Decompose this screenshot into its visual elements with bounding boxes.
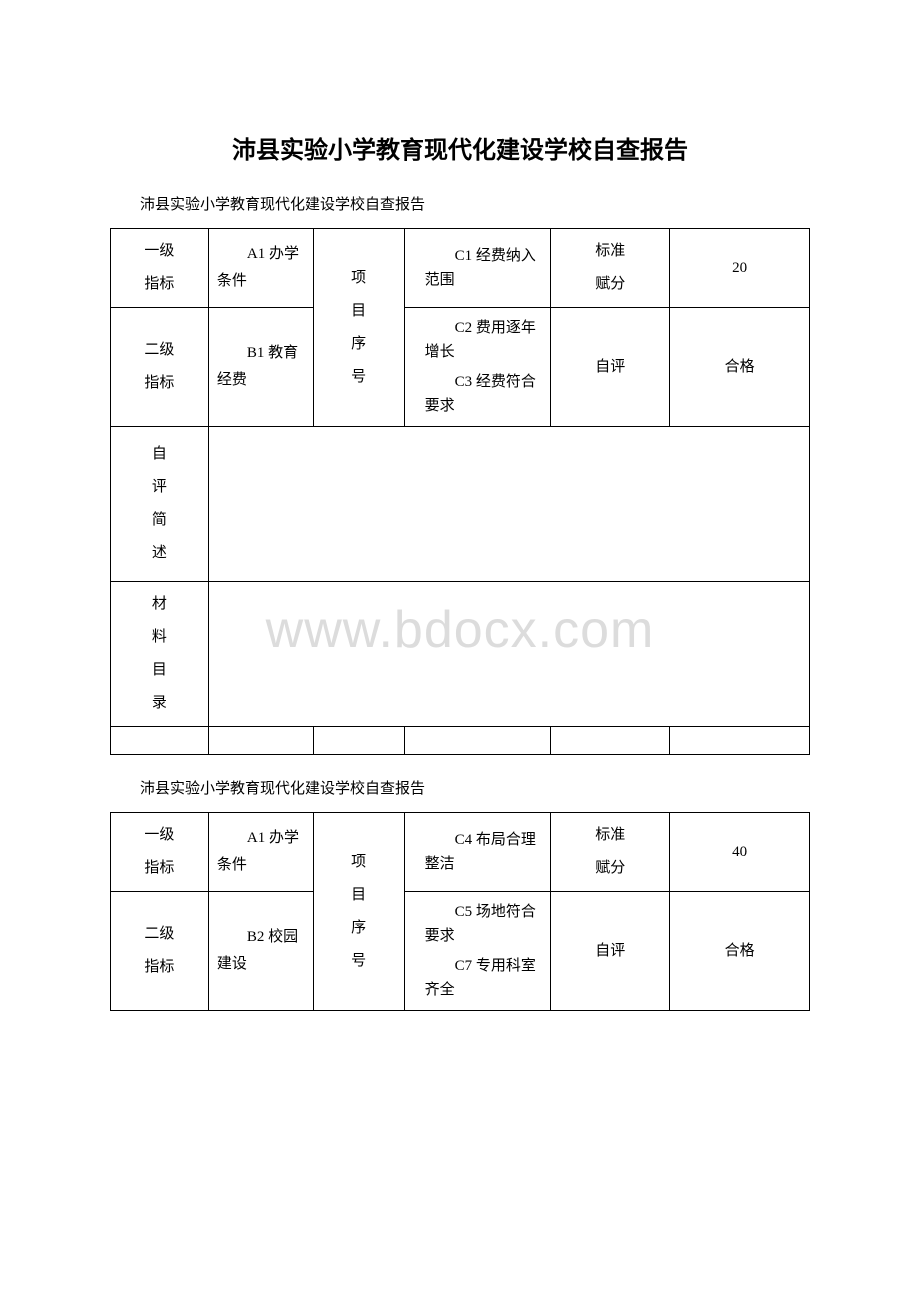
table-row: 自 评 简 述 bbox=[111, 427, 810, 582]
cell-eval-val: 合格 bbox=[670, 308, 810, 427]
table-2: 一级 指标 A1 办学条件 项 目 序 号 C4 布局合理整洁 标准 赋分 40… bbox=[110, 812, 810, 1011]
cell-b2: B2 校园建设 bbox=[208, 892, 313, 1011]
cell-c2c3: C2 费用逐年增长 C3 经费符合要求 bbox=[404, 308, 551, 427]
table-row bbox=[111, 727, 810, 755]
cell-empty bbox=[670, 727, 810, 755]
cell-empty bbox=[551, 727, 670, 755]
table-row: 二级 指标 B2 校园建设 C5 场地符合要求 C7 专用科室齐全 自评 合格 bbox=[111, 892, 810, 1011]
table-row: 一级 指标 A1 办学条件 项 目 序 号 C4 布局合理整洁 标准 赋分 40 bbox=[111, 813, 810, 892]
table-1: 一级 指标 A1 办学条件 项 目 序 号 C1 经费纳入范围 标准 赋分 20… bbox=[110, 228, 810, 755]
cell-b1: B1 教育经费 bbox=[208, 308, 313, 427]
cell-l1-label: 一级 指标 bbox=[111, 229, 209, 308]
cell-std-label: 标准 赋分 bbox=[551, 229, 670, 308]
cell-std-label-2: 标准 赋分 bbox=[551, 813, 670, 892]
cell-c5c7: C5 场地符合要求 C7 专用科室齐全 bbox=[404, 892, 551, 1011]
cell-l2-label: 二级 指标 bbox=[111, 308, 209, 427]
cell-empty bbox=[404, 727, 551, 755]
section2-subtitle: 沛县实验小学教育现代化建设学校自查报告 bbox=[110, 777, 810, 798]
cell-eval-val-2: 合格 bbox=[670, 892, 810, 1011]
cell-l1-label-2: 一级 指标 bbox=[111, 813, 209, 892]
cell-eval-label: 自评 bbox=[551, 308, 670, 427]
cell-a1-2: A1 办学条件 bbox=[208, 813, 313, 892]
cell-mid-col: 项 目 序 号 bbox=[313, 229, 404, 427]
cell-empty bbox=[313, 727, 404, 755]
cell-c1: C1 经费纳入范围 bbox=[404, 229, 551, 308]
cell-eval-label-2: 自评 bbox=[551, 892, 670, 1011]
document-content: 沛县实验小学教育现代化建设学校自查报告 沛县实验小学教育现代化建设学校自查报告 … bbox=[110, 130, 810, 1011]
cell-l2-label-2: 二级 指标 bbox=[111, 892, 209, 1011]
cell-std-val-2: 40 bbox=[670, 813, 810, 892]
cell-c4: C4 布局合理整洁 bbox=[404, 813, 551, 892]
table-row: 一级 指标 A1 办学条件 项 目 序 号 C1 经费纳入范围 标准 赋分 20 bbox=[111, 229, 810, 308]
cell-material-label: 材 料 目 录 bbox=[111, 582, 209, 727]
cell-material-content bbox=[208, 582, 809, 727]
table-row: 二级 指标 B1 教育经费 C2 费用逐年增长 C3 经费符合要求 自评 合格 bbox=[111, 308, 810, 427]
page-title: 沛县实验小学教育现代化建设学校自查报告 bbox=[110, 130, 810, 165]
cell-std-val: 20 bbox=[670, 229, 810, 308]
cell-empty bbox=[208, 727, 313, 755]
cell-mid-col-2: 项 目 序 号 bbox=[313, 813, 404, 1011]
cell-self-desc-label: 自 评 简 述 bbox=[111, 427, 209, 582]
table-row: 材 料 目 录 bbox=[111, 582, 810, 727]
cell-empty bbox=[111, 727, 209, 755]
section1-subtitle: 沛县实验小学教育现代化建设学校自查报告 bbox=[110, 193, 810, 214]
cell-self-desc-content bbox=[208, 427, 809, 582]
cell-a1: A1 办学条件 bbox=[208, 229, 313, 308]
